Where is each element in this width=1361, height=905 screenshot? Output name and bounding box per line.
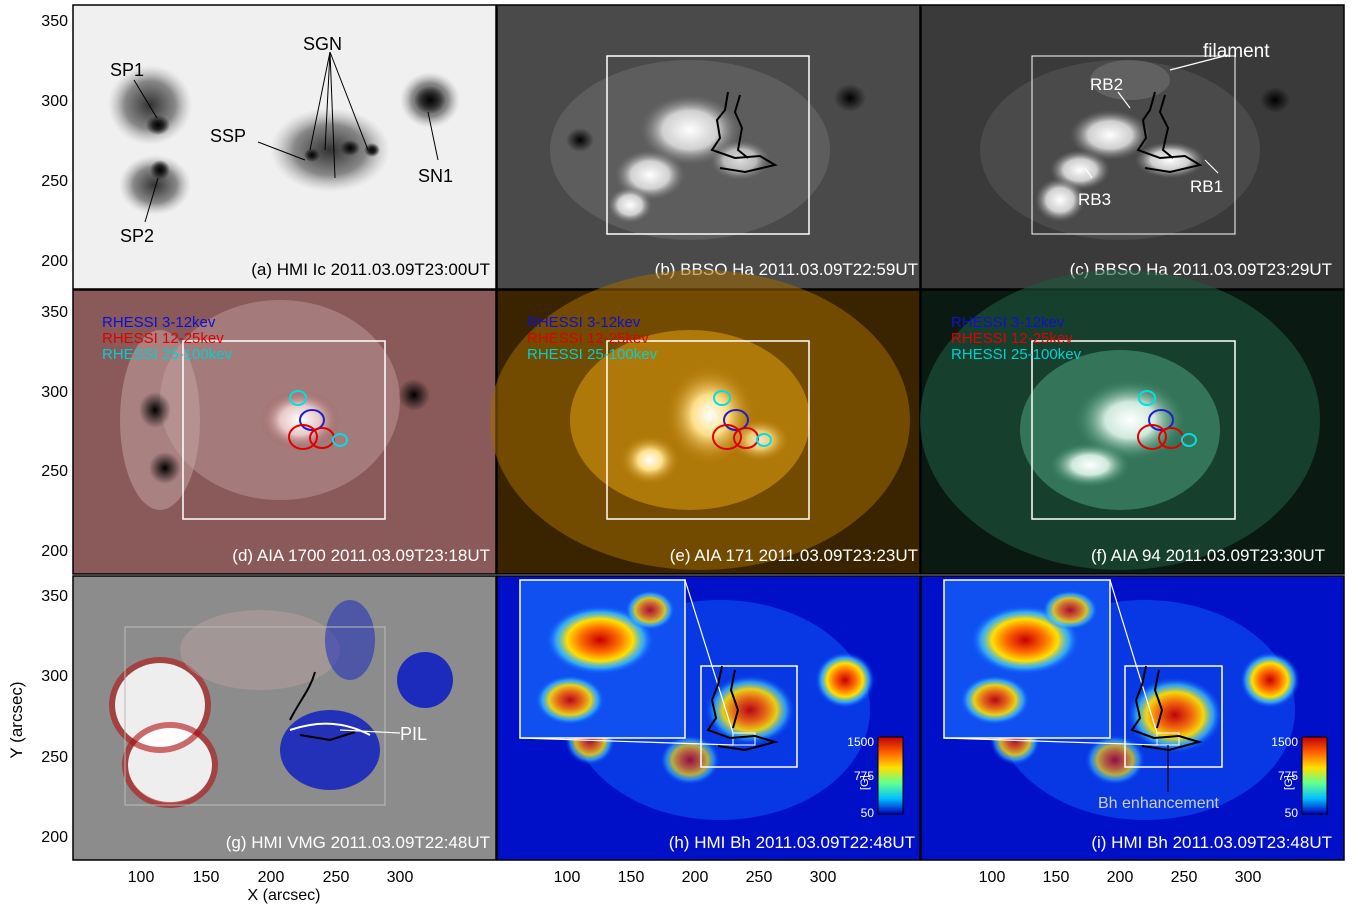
legend-low: RHESSI 3-12kev xyxy=(102,314,216,331)
legend-mid: RHESSI 12-25kev xyxy=(951,330,1073,347)
colorbar-tick-max: 1500 xyxy=(847,735,874,749)
colorbar-unit: [G] xyxy=(1283,775,1295,790)
panel-i: Bh enhancement 1500 775 50 [G] (i) HMI B… xyxy=(920,575,1345,861)
label-sp1: SP1 xyxy=(110,60,144,80)
panel-i-title: (i) HMI Bh 2011.03.09T23:48UT xyxy=(1091,833,1332,852)
x-tick: 100 xyxy=(128,869,155,886)
panel-c: filament RB2 RB3 RB1 (c) BBSO Ha 2011.03… xyxy=(920,4,1345,290)
label-ssp: SSP xyxy=(210,126,246,146)
x-tick: 100 xyxy=(979,869,1006,886)
x-tick: 300 xyxy=(1235,869,1262,886)
x-tick: 200 xyxy=(258,869,285,886)
panel-h: 1500 775 50 [G] (h) HMI Bh 2011.03.09T22… xyxy=(496,575,921,861)
y-axis-row1: 350 300 250 200 xyxy=(41,13,68,270)
y-axis-row2: 350 300 250 200 xyxy=(41,304,68,560)
legend-low: RHESSI 3-12kev xyxy=(527,314,641,331)
x-tick: 200 xyxy=(1107,869,1134,886)
label-rb1: RB1 xyxy=(1190,177,1223,196)
x-tick: 250 xyxy=(746,869,773,886)
label-rb3: RB3 xyxy=(1078,190,1111,209)
y-tick: 200 xyxy=(41,829,68,846)
panel-b: (b) BBSO Ha 2011.03.09T22:59UT xyxy=(496,4,921,290)
colorbar-tick-min: 50 xyxy=(861,806,875,820)
x-tick: 150 xyxy=(618,869,645,886)
legend-high: RHESSI 25-100kev xyxy=(951,346,1082,363)
label-sgn: SGN xyxy=(303,34,342,54)
y-tick: 350 xyxy=(41,13,68,30)
panel-h-title: (h) HMI Bh 2011.03.09T22:48UT xyxy=(669,833,915,852)
panel-d-title: (d) AIA 1700 2011.03.09T23:18UT xyxy=(232,546,490,565)
colorbar-unit: [G] xyxy=(859,775,871,790)
panel-e: RHESSI 3-12kev RHESSI 12-25kev RHESSI 25… xyxy=(490,270,921,575)
y-tick: 250 xyxy=(41,463,68,480)
y-tick: 250 xyxy=(41,173,68,190)
legend-low: RHESSI 3-12kev xyxy=(951,314,1065,331)
panel-d: RHESSI 3-12kev RHESSI 12-25kev RHESSI 25… xyxy=(72,289,497,575)
colorbar-tick-max: 1500 xyxy=(1271,735,1298,749)
label-bh-enhancement: Bh enhancement xyxy=(1098,795,1220,812)
colorbar-tick-min: 50 xyxy=(1285,806,1299,820)
label-sp2: SP2 xyxy=(120,226,154,246)
x-tick: 300 xyxy=(810,869,837,886)
panel-f-title: (f) AIA 94 2011.03.09T23:30UT xyxy=(1091,546,1325,565)
x-tick: 200 xyxy=(682,869,709,886)
legend-mid: RHESSI 12-25kev xyxy=(102,330,224,347)
panel-g: PIL (g) HMI VMG 2011.03.09T22:48UT xyxy=(72,575,497,861)
x-tick: 250 xyxy=(323,869,350,886)
label-pil: PIL xyxy=(400,724,427,744)
x-tick: 150 xyxy=(193,869,220,886)
x-tick: 300 xyxy=(387,869,414,886)
x-axis-col2: 100 150 200 250 300 xyxy=(554,869,837,886)
legend-mid: RHESSI 12-25kev xyxy=(527,330,649,347)
x-axis-label: X (arcsec) xyxy=(248,887,321,904)
panel-g-title: (g) HMI VMG 2011.03.09T22:48UT xyxy=(226,833,490,852)
y-tick: 300 xyxy=(41,668,68,685)
y-tick: 300 xyxy=(41,384,68,401)
y-axis-label: Y (arcsec) xyxy=(7,681,26,758)
x-tick: 150 xyxy=(1043,869,1070,886)
colorbar-tick-mid: 775 xyxy=(854,769,874,783)
y-axis-row3: 350 300 250 200 xyxy=(41,588,68,846)
legend-high: RHESSI 25-100kev xyxy=(102,346,233,363)
x-tick: 250 xyxy=(1171,869,1198,886)
panel-f: RHESSI 3-12kev RHESSI 12-25kev RHESSI 25… xyxy=(920,270,1345,575)
y-tick: 200 xyxy=(41,543,68,560)
label-rb2: RB2 xyxy=(1090,75,1123,94)
colorbar-tick-mid: 775 xyxy=(1278,769,1298,783)
label-filament: filament xyxy=(1203,41,1270,62)
panel-a: SP1 SGN SSP SN1 SP2 (a) HMI Ic 2011.03.0… xyxy=(72,4,497,290)
label-sn1: SN1 xyxy=(418,166,453,186)
x-tick: 100 xyxy=(554,869,581,886)
panel-a-title: (a) HMI Ic 2011.03.09T23:00UT xyxy=(251,260,490,279)
y-tick: 250 xyxy=(41,749,68,766)
y-tick: 350 xyxy=(41,304,68,321)
y-tick: 300 xyxy=(41,93,68,110)
y-tick: 200 xyxy=(41,253,68,270)
y-tick: 350 xyxy=(41,588,68,605)
x-axis-col1: 100 150 200 250 300 xyxy=(128,869,414,886)
panel-e-title: (e) AIA 171 2011.03.09T23:23UT xyxy=(670,546,918,565)
legend-high: RHESSI 25-100kev xyxy=(527,346,658,363)
x-axis-col3: 100 150 200 250 300 xyxy=(979,869,1262,886)
